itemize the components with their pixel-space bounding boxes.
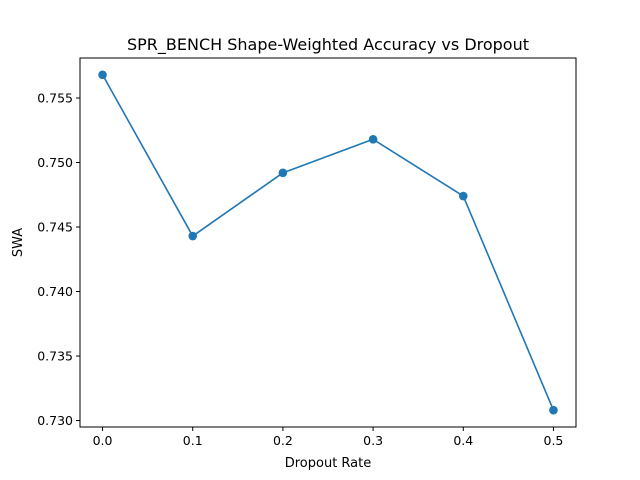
x-axis-label: Dropout Rate (285, 456, 372, 471)
x-tick-label: 0.4 (453, 433, 473, 448)
x-tick-label: 0.1 (183, 433, 203, 448)
y-tick-label: 0.735 (37, 349, 73, 364)
series-line (101, 74, 555, 411)
y-tick-label: 0.750 (37, 155, 73, 170)
y-axis-label: SWA (11, 228, 26, 257)
y-tick-label: 0.740 (37, 284, 73, 299)
y-tick-label: 0.755 (37, 90, 73, 105)
y-tick-label: 0.745 (37, 220, 73, 235)
x-tick-label: 0.2 (273, 433, 293, 448)
plot-layer (98, 70, 558, 415)
data-point (278, 168, 288, 178)
data-point (458, 191, 468, 201)
x-tick-label: 0.5 (544, 433, 564, 448)
y-axis: 0.730 0.735 0.740 0.745 0.750 0.755 (37, 90, 80, 428)
chart-title: SPR_BENCH Shape-Weighted Accuracy vs Dro… (127, 35, 529, 55)
axes-frame (79, 57, 577, 428)
x-axis: 0.0 0.1 0.2 0.3 0.4 0.5 (93, 427, 564, 448)
data-point (549, 405, 558, 415)
x-tick-label: 0.0 (93, 433, 113, 448)
y-tick-label: 0.730 (37, 413, 73, 428)
data-point (368, 134, 378, 144)
x-tick-label: 0.3 (363, 433, 383, 448)
data-point (98, 70, 107, 80)
data-point (188, 231, 198, 241)
